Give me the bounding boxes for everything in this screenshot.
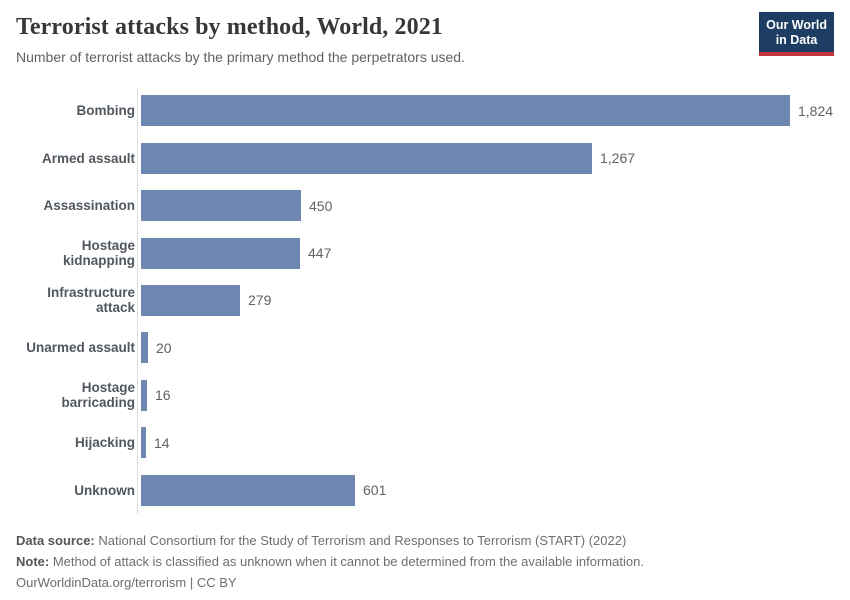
- category-label: Unknown: [74, 482, 135, 498]
- owid-logo[interactable]: Our World in Data: [759, 12, 834, 56]
- bar-area: 16: [141, 379, 171, 411]
- category-label: Hostage barricading: [61, 380, 135, 411]
- bar-chart: Bombing 1,824 Armed assault 1,267 Assassinat…: [16, 87, 834, 514]
- bar-area: 279: [141, 284, 272, 316]
- bar-area: 447: [141, 237, 332, 269]
- category-label: Infrastructure attack: [47, 285, 135, 316]
- category-label: Unarmed assault: [26, 340, 135, 356]
- category-label: Hijacking: [74, 435, 135, 451]
- bar-area: 601: [141, 474, 387, 506]
- footer: Data source: National Consortium for the…: [16, 530, 834, 593]
- bar-area: 1,824: [141, 95, 834, 127]
- value-label: 1,824: [798, 102, 834, 119]
- category-label: Bombing: [76, 103, 136, 119]
- category-label: Hostage kidnapping: [63, 238, 135, 269]
- note-label: Note:: [16, 554, 50, 569]
- bar-area: 1,267: [141, 142, 636, 174]
- bar[interactable]: [141, 190, 301, 222]
- bar-area: 14: [141, 427, 170, 459]
- owid-logo-line1: Our World: [766, 18, 827, 32]
- value-label: 447: [308, 245, 332, 262]
- bar-row: Infrastructure attack 279: [16, 277, 834, 324]
- bar[interactable]: [141, 474, 355, 506]
- value-label: 20: [156, 339, 172, 356]
- category-label: Assassination: [43, 198, 135, 214]
- bar-area: 20: [141, 332, 172, 364]
- owid-logo-line2: in Data: [775, 33, 818, 47]
- y-axis-line: [137, 87, 138, 514]
- bar-row: Hijacking 14: [16, 419, 834, 466]
- note-line: Note: Method of attack is classified as …: [16, 551, 834, 572]
- bar[interactable]: [141, 284, 240, 316]
- value-label: 450: [309, 197, 333, 214]
- value-label: 279: [248, 292, 272, 309]
- data-source-text: National Consortium for the Study of Ter…: [94, 533, 627, 548]
- data-source-label: Data source:: [16, 533, 95, 548]
- bar[interactable]: [141, 427, 146, 459]
- bar-row: Assassination 450: [16, 182, 834, 229]
- bar[interactable]: [141, 237, 300, 269]
- bar[interactable]: [141, 332, 148, 364]
- bar-area: 450: [141, 190, 333, 222]
- bar[interactable]: [141, 379, 147, 411]
- bar-row: Bombing 1,824: [16, 87, 834, 134]
- bar-row: Hostage kidnapping 447: [16, 229, 834, 276]
- value-label: 1,267: [600, 150, 636, 167]
- bar-row: Unarmed assault 20: [16, 324, 834, 371]
- license-line: OurWorldinData.org/terrorism | CC BY: [16, 575, 237, 590]
- bar[interactable]: [141, 142, 592, 174]
- bar-row: Armed assault 1,267: [16, 134, 834, 181]
- header: Terrorist attacks by method, World, 2021…: [16, 12, 834, 65]
- value-label: 16: [155, 387, 171, 404]
- bar-row: Hostage barricading 16: [16, 372, 834, 419]
- note-text: Method of attack is classified as unknow…: [49, 554, 644, 569]
- bar-row: Unknown 601: [16, 467, 834, 514]
- chart-subtitle: Number of terrorist attacks by the prima…: [16, 49, 465, 65]
- value-label: 601: [363, 482, 387, 499]
- value-label: 14: [154, 434, 170, 451]
- bar[interactable]: [141, 95, 790, 127]
- category-label: Armed assault: [41, 150, 135, 166]
- data-source-line: Data source: National Consortium for the…: [16, 530, 834, 551]
- chart-title: Terrorist attacks by method, World, 2021: [16, 14, 443, 40]
